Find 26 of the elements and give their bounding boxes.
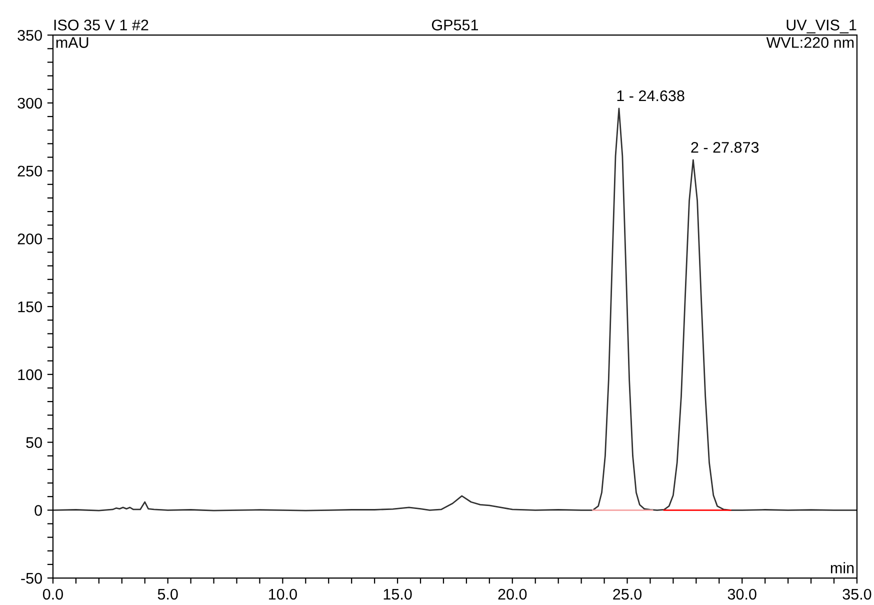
chart-title: ISO 35 V 1 #2 xyxy=(54,20,148,30)
text: UV_VIS_1 xyxy=(786,20,856,34)
y-tick-label: 300 xyxy=(18,98,42,109)
x-tick-label: 30.0 xyxy=(728,588,756,600)
x-tick-label: 15.0 xyxy=(384,588,412,600)
line-series xyxy=(52,108,857,512)
y-tick-label: 250 xyxy=(18,166,42,177)
y-tick-label: 150 xyxy=(18,301,42,312)
annotation: 2 - 27.873 xyxy=(691,142,759,153)
x-tick-label: 20.0 xyxy=(498,588,527,600)
y-tick-label: 350 xyxy=(18,30,42,41)
x-tick-label: 5.0 xyxy=(158,588,178,600)
chart-subtitle: GP551 xyxy=(432,20,478,30)
y-tick-label: 50 xyxy=(26,437,42,448)
y-tick-label: 100 xyxy=(18,369,42,380)
x-tick-label: 0.0 xyxy=(42,588,63,600)
x-axis-title: min xyxy=(830,562,854,574)
y-tick-label: 200 xyxy=(18,234,42,244)
x-tick-label: 35.0 xyxy=(842,588,872,600)
x-tick-label: 25.0 xyxy=(613,588,642,600)
annotation: 1 - 24.638 xyxy=(617,90,684,102)
x-tick-label: 10.0 xyxy=(268,588,297,600)
annotation: WVL:220 nm xyxy=(766,37,854,48)
y-axis-title: mAU xyxy=(56,37,88,48)
y-tick-label: -50 xyxy=(21,572,42,584)
y-tick-label: 0 xyxy=(34,505,42,516)
